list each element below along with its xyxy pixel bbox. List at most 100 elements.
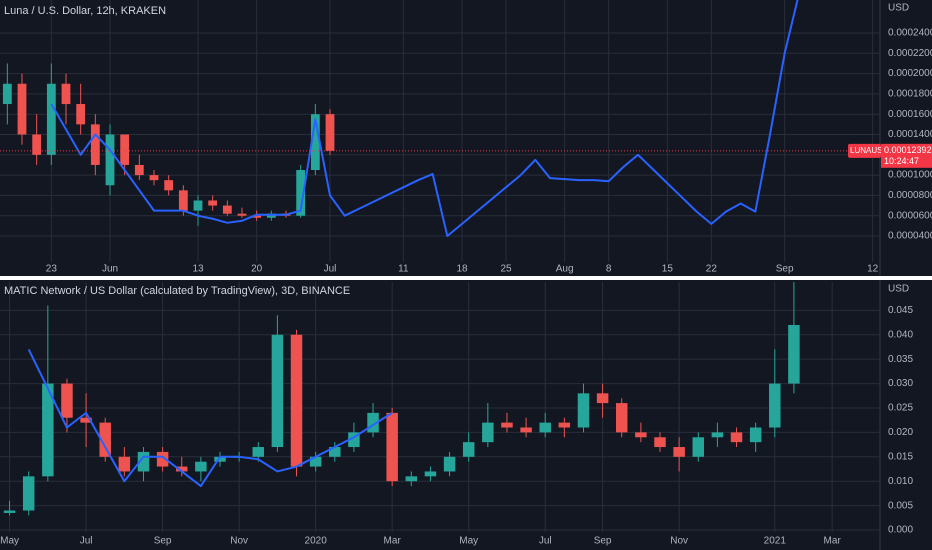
candle-body <box>386 412 398 482</box>
candle-body <box>17 83 27 135</box>
candle-body <box>99 422 111 457</box>
x-tick-label: 22 <box>706 264 718 275</box>
candle-body <box>539 422 551 433</box>
y-tick-label: 0.00022000 <box>888 48 932 59</box>
candle-body <box>90 124 100 165</box>
x-tick-label: Jun <box>102 264 118 275</box>
y-tick-label: 0.000 <box>888 525 913 536</box>
y-tick-label: 0.00004000 <box>888 231 932 242</box>
candle-body <box>788 324 800 384</box>
candle-body <box>310 114 320 171</box>
candle-body <box>137 451 150 472</box>
candle-body <box>424 471 437 477</box>
candle-body <box>266 213 276 218</box>
x-tick-label: 15 <box>662 264 674 275</box>
y-axis-label: USD <box>888 3 909 14</box>
x-tick-label: 2020 <box>305 536 328 547</box>
candle-body <box>208 200 218 206</box>
candle-body <box>749 427 762 443</box>
candle-body <box>176 466 188 472</box>
x-tick-label: Jul <box>539 536 552 547</box>
candle-body <box>348 432 360 448</box>
candle-body <box>164 180 174 191</box>
candle-body <box>118 456 131 472</box>
candle-body <box>237 213 247 216</box>
last-price-label: 0.00012392 <box>884 145 932 155</box>
candles <box>3 282 800 516</box>
x-tick-label: Aug <box>556 264 574 275</box>
x-tick-label: Nov <box>230 536 248 547</box>
x-tick-label: May <box>459 536 478 547</box>
candle-body <box>596 393 609 404</box>
symbol-label: LUNAUSD <box>850 146 888 155</box>
candle-body <box>61 83 71 105</box>
candle-body <box>252 447 264 457</box>
candle-body <box>76 104 86 125</box>
candle-body <box>325 114 335 151</box>
x-tick-label: 25 <box>500 264 512 275</box>
y-tick-label: 0.00020000 <box>888 68 932 79</box>
symbol-tag <box>848 143 881 158</box>
candle-body <box>32 134 42 155</box>
candle-body <box>329 447 341 457</box>
candle-body <box>193 200 203 211</box>
candle-body <box>654 437 666 448</box>
trend-line <box>27 348 393 488</box>
candle-body <box>214 456 226 462</box>
y-tick-label: 0.00024000 <box>888 28 932 39</box>
trend-line <box>50 0 799 238</box>
candle-body <box>367 412 379 433</box>
pane: 0.00004000 0.00006000 0.00008000 0.00010000… <box>0 0 932 275</box>
candle-body <box>616 403 628 433</box>
pane-separator <box>0 276 932 280</box>
x-tick-label: Nov <box>670 536 688 547</box>
x-tick-label: Mar <box>824 536 842 547</box>
y-tick-label: 0.00010000 <box>888 170 932 181</box>
chart-title: MATIC Network / US Dollar (calculated by… <box>4 285 350 297</box>
x-tick-label: 13 <box>192 264 204 275</box>
candle-body <box>462 442 475 457</box>
candle-body <box>149 175 159 181</box>
x-tick-label: Sep <box>154 536 172 547</box>
candle-body <box>405 476 418 482</box>
y-axis-label: USD <box>888 284 909 295</box>
candle-body <box>482 422 494 443</box>
candle-body <box>80 417 92 423</box>
candle-body <box>577 393 590 428</box>
candle-body <box>520 427 532 433</box>
candle-body <box>195 461 207 472</box>
x-tick-label: Sep <box>594 536 612 547</box>
candle-body <box>501 422 513 428</box>
y-tick-label: 0.00014000 <box>888 129 932 140</box>
candle-body <box>635 432 647 438</box>
candle-body <box>156 451 169 467</box>
candle-body <box>2 83 12 105</box>
candles <box>2 0 799 238</box>
x-tick-label: 12 <box>867 264 879 275</box>
candle-body <box>558 422 571 428</box>
candle-body <box>134 164 144 176</box>
candle-body <box>22 476 35 511</box>
candle-body <box>769 383 781 428</box>
y-tick-label: 0.040 <box>888 329 913 340</box>
candle-body <box>730 432 743 443</box>
y-tick-label: 0.00016000 <box>888 109 932 120</box>
candle-body <box>309 456 322 467</box>
candle-body <box>271 334 284 448</box>
candle-body <box>61 383 73 418</box>
candle-body <box>290 334 303 467</box>
x-tick-label: Jul <box>324 264 337 275</box>
x-tick-label: Sep <box>776 264 794 275</box>
pane: 0.000 0.005 0.010 0.015 0.020 0.025 0.030 0.035… <box>0 282 913 547</box>
candle-body <box>692 437 704 457</box>
candle-body <box>178 190 188 211</box>
candle-body <box>105 134 115 186</box>
x-tick-label: Mar <box>384 536 402 547</box>
price-tag <box>881 143 932 168</box>
x-tick-label: 20 <box>251 264 263 275</box>
candle-body <box>296 170 306 216</box>
candle-body <box>46 83 56 155</box>
y-tick-label: 0.035 <box>888 354 913 365</box>
chart-title: Luna / U.S. Dollar, 12h, KRAKEN <box>4 5 166 17</box>
